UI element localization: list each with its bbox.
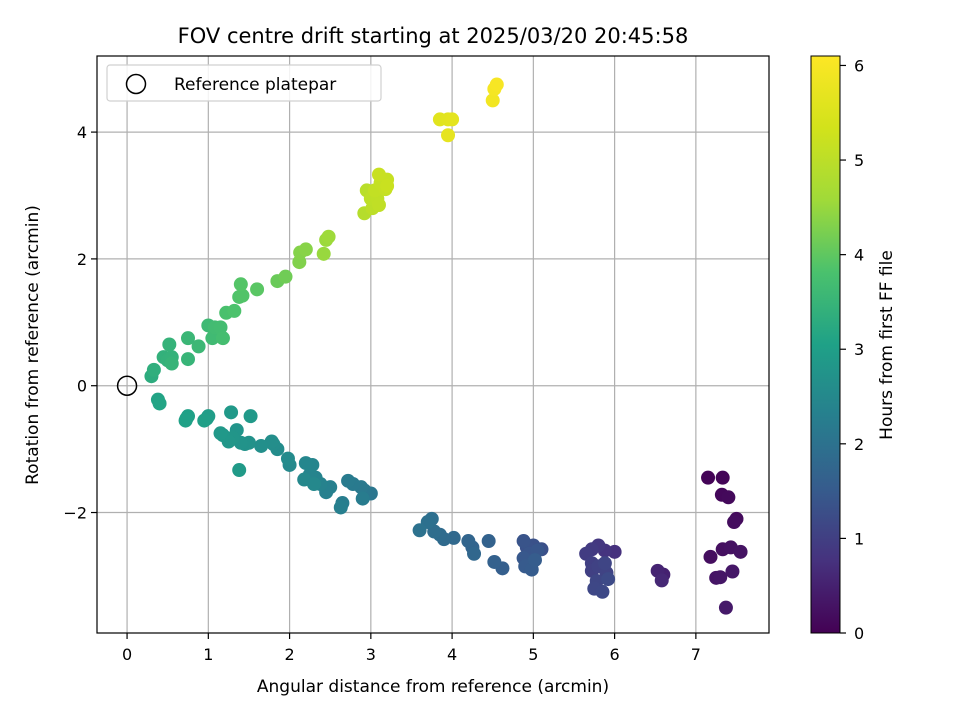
colorbar-tick-label: 5	[854, 151, 864, 170]
data-point	[371, 198, 386, 213]
data-point	[725, 564, 740, 579]
colorbar-tick-label: 2	[854, 435, 864, 454]
data-point	[371, 167, 386, 182]
colorbar-gradient	[810, 55, 841, 634]
data-point	[235, 288, 250, 303]
x-tick-label: 0	[122, 645, 132, 664]
data-point	[412, 523, 427, 538]
x-tick-label: 5	[528, 645, 538, 664]
x-tick-label: 3	[366, 645, 376, 664]
x-tick-label: 4	[447, 645, 457, 664]
legend-box	[106, 64, 382, 102]
data-point	[341, 473, 356, 488]
colorbar-tick-label: 0	[854, 624, 864, 643]
data-point	[254, 438, 269, 453]
data-point	[306, 476, 321, 491]
data-point	[298, 242, 313, 257]
data-point	[703, 549, 718, 564]
data-point	[278, 269, 293, 284]
data-point	[213, 426, 228, 441]
data-point	[205, 331, 220, 346]
reference-marker	[116, 375, 138, 396]
data-point	[146, 362, 161, 377]
colorbar: 0 1 2 3 4 5 6 Hours from first FF file	[810, 55, 897, 643]
data-point	[333, 500, 348, 515]
data-point	[595, 584, 610, 599]
plot-frame	[96, 55, 770, 634]
data-point	[264, 434, 279, 449]
data-point	[215, 331, 230, 346]
colorbar-tick-label: 1	[854, 529, 864, 548]
data-point	[181, 331, 196, 346]
data-point	[516, 534, 531, 549]
data-point	[597, 556, 612, 571]
data-point	[280, 451, 295, 466]
data-point	[713, 570, 728, 585]
data-point	[178, 413, 193, 428]
data-point	[355, 491, 370, 506]
data-point	[380, 178, 395, 193]
colorbar-label: Hours from first FF file	[877, 250, 897, 440]
data-point	[191, 339, 206, 354]
legend-marker	[125, 73, 147, 95]
x-axis-label: Angular distance from reference (arcmin)	[257, 677, 609, 697]
data-point	[227, 303, 242, 318]
data-point	[461, 534, 476, 549]
chart-title: FOV centre drift starting at 2025/03/20 …	[178, 24, 689, 48]
colorbar-tick-label: 4	[854, 246, 864, 265]
y-tick-label: 0	[77, 377, 87, 396]
y-tick-label: −2	[63, 504, 87, 523]
data-point	[485, 93, 500, 108]
x-tick-label: 1	[203, 645, 213, 664]
data-point	[467, 546, 482, 561]
data-point	[316, 246, 331, 261]
data-point	[489, 77, 504, 92]
y-tick-label: 4	[77, 123, 87, 142]
x-tick-label: 2	[284, 645, 294, 664]
data-point	[197, 413, 212, 428]
data-point	[181, 352, 196, 367]
data-point	[445, 112, 460, 127]
data-point	[718, 600, 733, 615]
data-point	[715, 470, 730, 485]
data-point	[213, 320, 228, 335]
colorbar-ticks: 0 1 2 3 4 5 6	[840, 56, 864, 643]
data-point	[701, 470, 716, 485]
data-point	[250, 282, 265, 297]
data-point	[481, 534, 496, 549]
legend: Reference platepar	[106, 64, 382, 102]
legend-label: Reference platepar	[174, 75, 336, 95]
data-point	[441, 128, 456, 143]
data-point	[733, 544, 748, 559]
data-point	[243, 409, 258, 424]
data-point	[232, 463, 247, 478]
data-point	[152, 396, 167, 411]
data-point	[721, 490, 736, 505]
data-point	[162, 337, 177, 352]
data-point	[298, 456, 313, 471]
data-point	[321, 229, 336, 244]
data-point	[233, 277, 248, 292]
x-ticks: 0 1 2 3 4 5 6 7	[122, 633, 701, 664]
x-tick-label: 7	[691, 645, 701, 664]
colorbar-tick-label: 3	[854, 340, 864, 359]
colorbar-tick-label: 6	[854, 56, 864, 75]
data-point	[164, 356, 179, 371]
data-point	[727, 515, 742, 530]
x-tick-label: 6	[610, 645, 620, 664]
y-tick-label: 2	[77, 250, 87, 269]
data-point	[601, 572, 616, 587]
y-ticks: −2 0 2 4	[63, 123, 97, 523]
data-point	[487, 554, 502, 569]
plot-area	[144, 77, 748, 615]
y-axis-label: Rotation from reference (arcmin)	[23, 205, 43, 485]
data-point	[527, 553, 542, 568]
data-point	[224, 405, 239, 420]
data-point	[654, 573, 669, 588]
